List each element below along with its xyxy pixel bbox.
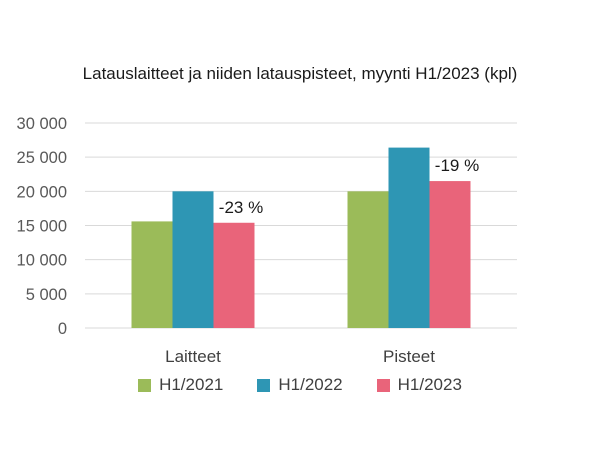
legend-swatch	[257, 378, 271, 392]
bar-h1-2022-laitteet	[172, 191, 214, 328]
y-tick-label: 15 000	[17, 218, 67, 236]
bar-h1-2023-laitteet	[213, 222, 255, 328]
bar-h1-2021-pisteet	[347, 191, 389, 328]
y-tick-label: 5 000	[26, 286, 67, 304]
legend-label: H1/2022	[278, 375, 343, 394]
y-tick-label: 0	[58, 320, 67, 338]
legend: H1/2021 H1/2022 H1/2023	[0, 375, 600, 395]
legend-label: H1/2021	[159, 375, 224, 394]
y-tick-label: 30 000	[17, 115, 67, 133]
bars	[131, 147, 471, 328]
chart-title: Latauslaitteet ja niiden latauspisteet, …	[82, 64, 518, 83]
y-tick-label: 10 000	[17, 252, 67, 270]
x-category-label: Pisteet	[383, 347, 435, 366]
y-tick-label: 20 000	[17, 183, 67, 201]
labels: -23 % Laitteet -19 % Pisteet	[165, 156, 479, 366]
legend-item: H1/2023	[376, 375, 462, 395]
legend-swatch	[376, 378, 390, 392]
y-tick-label: 25 000	[17, 149, 67, 167]
bar-h1-2022-pisteet	[388, 147, 430, 328]
change-annotation: -23 %	[219, 198, 263, 217]
bar-h1-2023-pisteet	[429, 181, 471, 328]
legend-label: H1/2023	[397, 375, 462, 394]
change-annotation: -19 %	[435, 156, 479, 175]
x-category-label: Laitteet	[165, 347, 221, 366]
legend-item: H1/2021	[138, 375, 223, 395]
y-axis: 0 5 000 10 000 15 000 20 000 25 000 30 000	[17, 115, 67, 338]
legend-swatch	[138, 378, 152, 392]
legend-item: H1/2022	[257, 375, 343, 395]
bar-h1-2021-laitteet	[131, 221, 173, 328]
